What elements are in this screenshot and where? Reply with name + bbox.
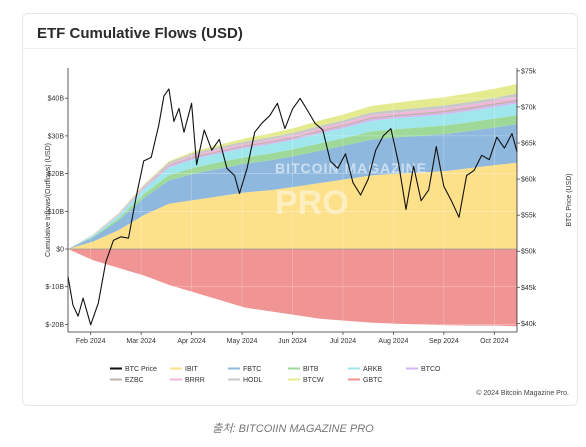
legend: BTC Price IBIT FBTC BITB ARKB BTCO EZBC BRRR HOD…: [110, 366, 441, 384]
copyright-text: © 2024 Bitcoin Magazine Pro.: [476, 390, 569, 397]
y2-tick-label: $60k: [521, 177, 537, 184]
y-tick-label: $-20B: [45, 322, 64, 329]
area-arkb: [68, 103, 517, 249]
x-tick-label: Aug 2024: [378, 338, 408, 345]
legend-label-btc-price: BTC Price: [125, 366, 157, 373]
y-tick-label: $-10B: [45, 284, 64, 291]
x-tick-label: Jul 2024: [330, 338, 357, 345]
legend-label-arkb: ARKB: [363, 366, 382, 373]
x-tick-label: Apr 2024: [177, 338, 206, 345]
y-tick-label: $20B: [48, 171, 65, 178]
btc-price-line-group: [67, 88, 518, 326]
x-tick-label: Jun 2024: [278, 338, 307, 345]
legend-label-btco: BTCO: [421, 366, 441, 373]
x-tick-label: Feb 2024: [76, 338, 106, 345]
watermark-line1: BITCOIN MAGAZINE: [275, 160, 427, 176]
area-bitb: [68, 115, 517, 249]
y-tick-label: $0: [56, 247, 64, 254]
watermark-line2: PRO: [275, 184, 349, 222]
legend-label-bitb: BITB: [303, 366, 319, 373]
etf-flows-chart: BITCOIN MAGAZINE PRO $40B$30B$20B$10B$0$…: [45, 68, 573, 384]
title-divider: [23, 48, 577, 49]
y-tick-label: $30B: [48, 133, 65, 140]
area-btcw: [68, 84, 517, 249]
y2-tick-label: $45k: [521, 285, 537, 292]
flow-areas: [68, 84, 517, 327]
axes: $40B $30B $20B $10B $0 $-10B $-20B $75k $70k $65k…: [45, 68, 573, 345]
y2-tick-label: $70k: [521, 104, 537, 111]
y-tick-label: $40B: [48, 96, 65, 103]
y2-tick-label: $65k: [521, 141, 537, 148]
area-gbtc: [68, 249, 517, 327]
y2-tick-label: $50k: [521, 249, 537, 256]
legend-label-ibit: IBIT: [185, 366, 199, 373]
y2-axis-title: BTC Price (USD): [566, 173, 573, 226]
y-axis-title: Cumulative Inflows/(Outflows) (USD): [45, 143, 52, 257]
legend-label-btcw: BTCW: [303, 377, 324, 384]
legend-label-fbtc: FBTC: [243, 366, 261, 373]
x-tick-label: May 2024: [227, 338, 258, 345]
gridlines: [68, 68, 517, 332]
area-fbtc: [68, 124, 517, 249]
area-ibit: [68, 162, 517, 249]
x-tick-label: Mar 2024: [126, 338, 156, 345]
legend-label-gbtc: GBTC: [363, 377, 382, 384]
y2-tick-label: $55k: [521, 213, 537, 220]
legend-label-hodl: HODL: [243, 377, 263, 384]
watermark-logo: BITCOIN MAGAZINE PRO: [275, 160, 427, 222]
y2-tick-label: $75k: [521, 68, 537, 75]
legend-label-ezbc: EZBC: [125, 377, 144, 384]
btc-price-line: [67, 88, 518, 326]
y2-tick-label: $40k: [521, 321, 537, 328]
x-tick-label: Oct 2024: [480, 338, 509, 345]
legend-label-brrr: BRRR: [185, 377, 205, 384]
y-tick-label: $10B: [48, 209, 65, 216]
chart-title: ETF Cumulative Flows (USD): [37, 25, 243, 42]
x-tick-label: Sep 2024: [429, 338, 459, 345]
source-caption: 출처: BITCOIIN MAGAZINE PRO: [212, 423, 374, 435]
